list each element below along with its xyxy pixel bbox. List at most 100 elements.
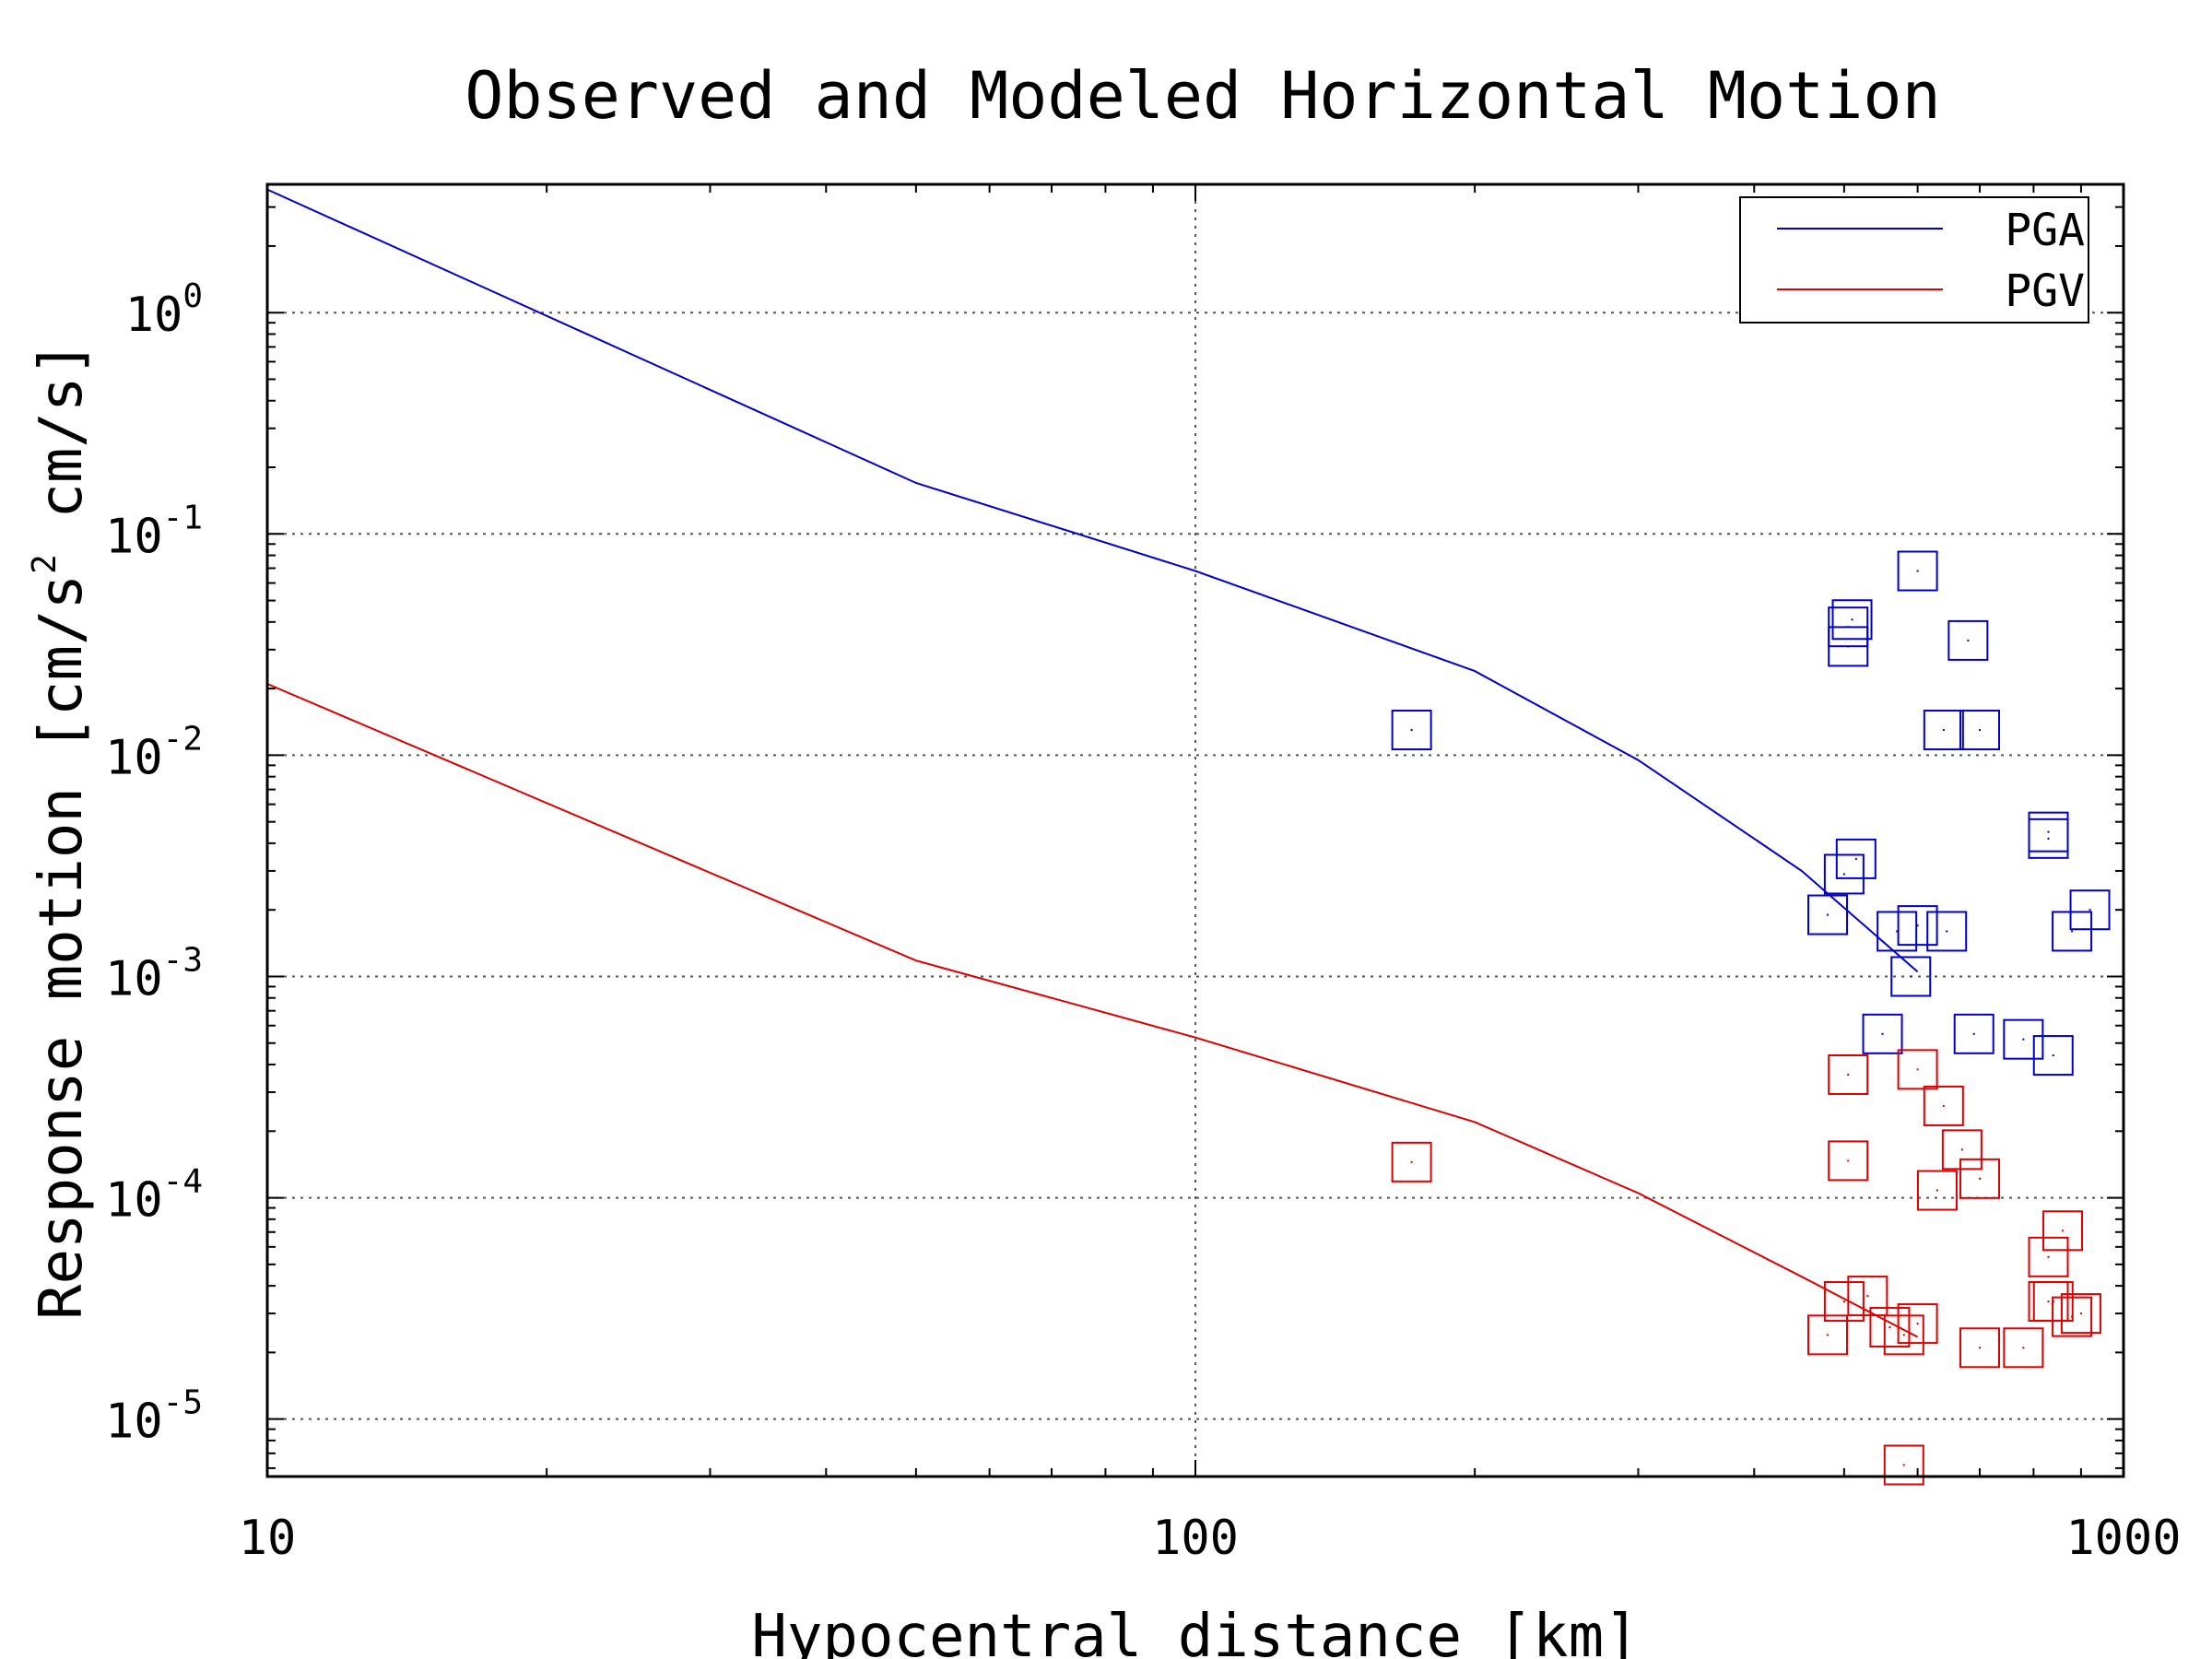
data-point-center-pga [1979,729,1982,732]
y-tick-label: 10-3 [105,941,203,1006]
data-point-center-pgv [2079,1312,2082,1315]
data-point-center-pga [1972,1032,1975,1035]
data-point-pga [1862,1013,1903,1054]
data-series [266,188,2111,1486]
data-point-center-pga [2022,1038,2025,1041]
y-tick-label: 10-2 [105,720,203,785]
data-point-center-pga [2047,837,2050,840]
data-point-pgv [1847,1276,1888,1317]
data-point-pgv [1828,1140,1869,1182]
data-point-pga [1835,838,1877,879]
data-point-center-pga [1847,645,1850,648]
y-axis-ticks: 100 10-1 10-2 10-3 10-4 10-5 [105,206,2124,1469]
data-point-pgv [1897,1049,1938,1090]
data-point-pgv [1923,1085,1964,1126]
data-point-center-pgv [2047,1300,2050,1303]
y-tick-label: 10-4 [105,1163,203,1229]
data-point-center-pga [1896,930,1899,933]
legend-label-pga: PGA [2005,205,2085,256]
data-point-center-pgv [1916,1068,1919,1071]
data-point-center-pgv [1979,1347,1982,1349]
series-line-pga [266,188,1919,973]
data-point-pga [1897,550,1938,592]
y-tick-label: 100 [125,277,203,343]
legend-label-pgv: PGV [2005,265,2085,317]
data-point-center-pgv [2047,1255,2050,1258]
data-point-pgv [1916,1170,1958,1211]
data-point-pgv [1959,1327,2001,1369]
data-point-center-pgv [2062,1230,2065,1232]
data-point-center-pgv [1979,1177,1982,1180]
data-point-pga [2028,811,2069,853]
data-point-center-pga [1854,857,1857,860]
series-line-pgv [266,683,1919,1338]
data-point-pgv [1828,1054,1869,1096]
data-point-pga [1897,905,1938,947]
x-axis-label: Hypocentral distance [km] [751,1603,1639,1659]
data-point-pga [1823,853,1865,895]
data-point-pga [1926,911,1968,952]
data-point-pgv [1807,1314,1849,1356]
data-point-center-pgv [1902,1334,1905,1336]
data-point-pgv [2028,1236,2069,1277]
y-axis-label: Response motion [cm/s2 cm/s] [26,341,96,1320]
data-point-pgv [2003,1327,2044,1369]
data-point-center-pga [2047,830,2050,833]
data-point-center-pga [1916,570,1919,572]
y-tick-label: 10-1 [105,499,203,564]
data-point-pgv [2060,1293,2101,1335]
data-point-center-pgv [2022,1347,2025,1349]
legend: PGA PGV [1739,196,2089,324]
y-axis-label-suffix: cm/s] [28,341,96,554]
data-point-center-pgv [1888,1326,1891,1329]
x-tick-label: 10 [239,1511,297,1566]
data-point-pga [1877,911,1918,952]
x-tick-label: 1000 [2065,1511,2181,1566]
data-point-center-pgv [1960,1148,1963,1151]
data-point-center-pgv [2071,1315,2074,1318]
data-point-center-pga [1916,924,1919,927]
data-point-center-pga [1967,639,1970,641]
data-point-center-pgv [1866,1295,1869,1298]
data-point-pgv [1897,1303,1938,1345]
data-point-pga [1831,599,1873,641]
data-point-pga [1947,619,1989,661]
data-point-pga [1959,710,2001,751]
data-point-center-pgv [1936,1189,1938,1192]
data-point-pga [1828,626,1869,667]
data-point-pga [1807,894,1849,935]
data-point-pgv [1941,1129,1983,1171]
data-point-pgv [1391,1141,1432,1182]
data-point-pga [2003,1018,2044,1060]
data-point-center-pgv [1847,1159,1850,1162]
data-point-center-pgv [1916,1323,1919,1325]
data-point-pgv [1883,1444,1924,1486]
data-point-pga [2052,911,2093,952]
data-point-center-pgv [1847,1074,1850,1077]
data-point-pga [1953,1013,1994,1054]
x-tick-label: 100 [1152,1511,1239,1566]
data-point-center-pgv [1942,1104,1945,1107]
plot-frame [265,182,2125,1478]
data-point-pga [1391,710,1432,751]
data-point-center-pga [1842,873,1845,876]
y-tick-label: 10-5 [105,1384,203,1450]
data-point-center-pga [1910,975,1912,978]
data-point-center-pga [2052,1054,2054,1057]
data-point-pgv [1869,1307,1911,1348]
data-point-pgv [2042,1210,2084,1252]
data-point-center-pga [1942,729,1945,732]
legend-box [1739,196,2089,324]
data-point-pga [2069,889,2111,931]
data-point-pgv [2052,1296,2093,1337]
data-point-center-pgv [1410,1160,1413,1163]
data-point-center-pgv [1902,1464,1905,1466]
data-point-center-pga [1946,930,1948,933]
data-point-center-pga [1851,618,1853,621]
data-point-center-pga [1410,729,1413,732]
data-point-pgv [1883,1314,1924,1356]
data-point-center-pga [1881,1032,1884,1035]
data-point-center-pgv [1827,1334,1830,1336]
data-point-center-pga [2071,930,2074,933]
